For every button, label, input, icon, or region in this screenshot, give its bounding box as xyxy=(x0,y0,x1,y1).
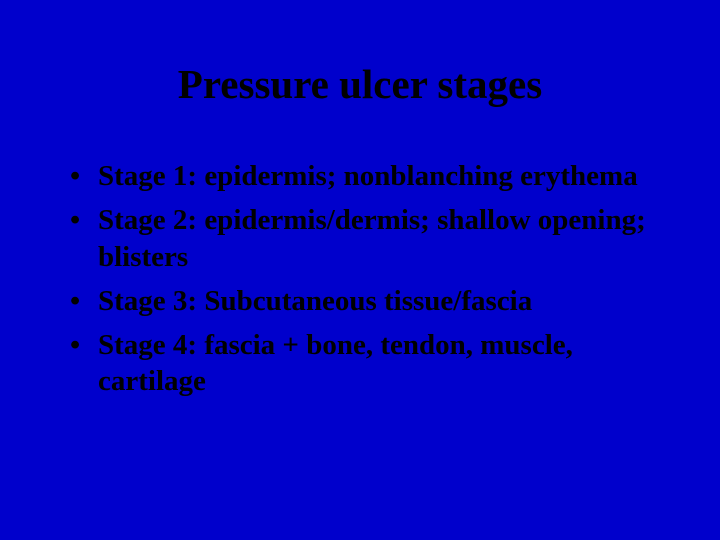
slide-title: Pressure ulcer stages xyxy=(50,60,670,108)
slide-container: Pressure ulcer stages Stage 1: epidermis… xyxy=(0,0,720,540)
bullet-item: Stage 1: epidermis; nonblanching erythem… xyxy=(70,158,670,194)
bullet-item: Stage 2: epidermis/dermis; shallow openi… xyxy=(70,202,670,275)
bullet-list: Stage 1: epidermis; nonblanching erythem… xyxy=(50,158,670,400)
bullet-item: Stage 4: fascia + bone, tendon, muscle, … xyxy=(70,327,670,400)
bullet-item: Stage 3: Subcutaneous tissue/fascia xyxy=(70,283,670,319)
